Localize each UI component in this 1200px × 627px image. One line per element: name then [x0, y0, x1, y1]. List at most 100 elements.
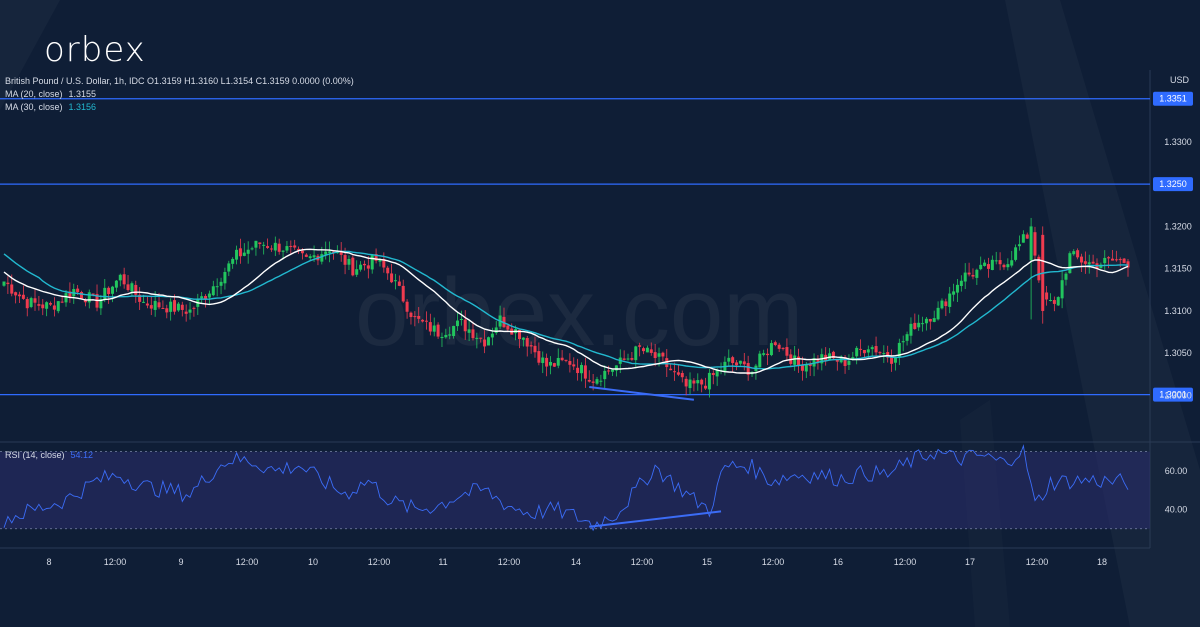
rsi-tick-label: 60.00: [1165, 466, 1188, 476]
candle-body: [541, 357, 545, 363]
currency-label: USD: [1170, 75, 1190, 85]
candle-body: [680, 373, 684, 378]
candle-body: [18, 294, 22, 297]
candle-body: [502, 316, 506, 328]
time-tick-label: 12:00: [104, 557, 127, 567]
candle-body: [545, 357, 549, 367]
candle-body: [812, 358, 816, 367]
candle-body: [692, 380, 696, 384]
candle-body: [111, 286, 115, 294]
candle-body: [928, 318, 932, 322]
candle-body: [886, 352, 890, 358]
price-tick-label: 1.3150: [1164, 264, 1192, 274]
time-tick-label: 10: [308, 557, 318, 567]
candle-body: [704, 385, 708, 389]
candle-body: [401, 285, 405, 302]
candle-body: [746, 363, 750, 375]
candle-body: [393, 280, 397, 282]
candle-body: [452, 325, 456, 337]
candle-body: [967, 272, 971, 275]
candle-body: [642, 348, 646, 352]
candle-body: [1048, 299, 1052, 301]
candle-body: [769, 343, 773, 356]
candle-body: [1017, 244, 1021, 247]
candle-body: [184, 311, 188, 314]
candle-body: [990, 259, 994, 271]
candle-body: [673, 371, 677, 373]
candle-body: [781, 347, 785, 349]
time-tick-label: 12:00: [498, 557, 521, 567]
candle-body: [87, 292, 91, 303]
candle-body: [517, 329, 521, 340]
candle-body: [490, 333, 494, 338]
ma20-line: [3, 248, 1129, 374]
candle-body: [211, 286, 215, 296]
candle-body: [320, 254, 324, 262]
candle-body: [696, 380, 700, 384]
candle-body: [467, 329, 471, 333]
candle-body: [204, 295, 208, 299]
candle-body: [157, 302, 161, 308]
level-badge: [1153, 177, 1193, 192]
candle-body: [874, 346, 878, 353]
time-tick-label: 11: [438, 557, 447, 567]
candle-body: [921, 323, 925, 325]
candle-body: [793, 355, 797, 365]
ma20-legend: MA (20, close) 1.3155: [5, 89, 96, 99]
candle-body: [134, 284, 138, 295]
candle-body: [1064, 273, 1068, 280]
candle-body: [328, 251, 332, 253]
candle-body: [417, 315, 421, 319]
candle-body: [49, 303, 53, 305]
candle-body: [215, 286, 219, 288]
candle-body: [1076, 250, 1080, 258]
candle-body: [762, 353, 766, 355]
candle-body: [611, 369, 615, 372]
candle-body: [622, 358, 626, 360]
candle-body: [297, 248, 301, 251]
candle-body: [626, 358, 630, 360]
candle-body: [258, 242, 262, 244]
candle-body: [603, 370, 607, 380]
candle-body: [525, 338, 529, 347]
candle-body: [1068, 253, 1072, 274]
candle-body: [1083, 261, 1087, 264]
candle-body: [165, 308, 169, 313]
candle-body: [444, 334, 448, 338]
candle-body: [998, 260, 1002, 265]
candle-body: [351, 257, 355, 276]
ma30-line: [3, 250, 1129, 370]
candle-body: [33, 298, 37, 303]
candle-body: [242, 252, 246, 256]
candle-body: [944, 301, 948, 307]
candle-body: [223, 271, 227, 284]
candle-body: [324, 251, 328, 255]
candle-body: [913, 322, 917, 329]
rsi-tick-label: 40.00: [1165, 504, 1188, 514]
candle-body: [432, 325, 436, 332]
candle-body: [901, 341, 905, 343]
candle-body: [808, 363, 812, 366]
candle-body: [1114, 259, 1118, 261]
candle-body: [169, 301, 173, 312]
candle-body: [548, 361, 552, 366]
level-badge: [1153, 91, 1193, 106]
candle-body: [494, 327, 498, 333]
candle-body: [924, 318, 928, 324]
candle-body: [700, 379, 704, 385]
time-tick-label: 12:00: [894, 557, 917, 567]
time-tick-label: 15: [702, 557, 712, 567]
candlesticks: [2, 217, 1130, 398]
price-tick-label: 1.3100: [1164, 306, 1192, 316]
candle-body: [917, 322, 921, 328]
candle-body: [657, 353, 661, 357]
candle-body: [649, 349, 653, 353]
candle-body: [645, 347, 649, 353]
candle-body: [471, 329, 475, 339]
candle-body: [250, 248, 254, 250]
ma30-legend: MA (30, close) 1.3156: [5, 102, 96, 112]
candle-body: [397, 281, 401, 286]
candle-body: [339, 251, 343, 255]
candle-body: [1006, 264, 1010, 268]
